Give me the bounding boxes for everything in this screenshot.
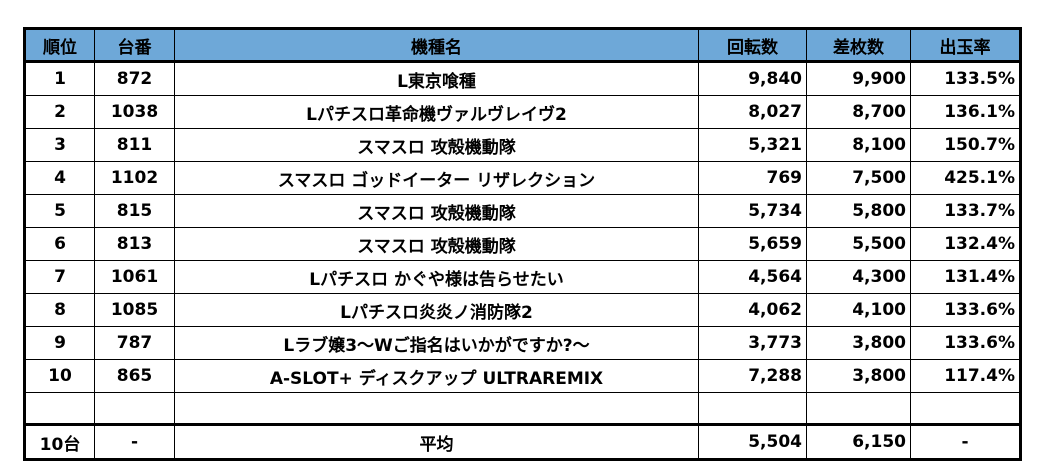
cell-spins: 9,840 [698, 61, 807, 96]
cell-rank: 10 [23, 359, 95, 393]
cell-model: Lパチスロ炎炎ノ消防隊2 [174, 293, 699, 327]
header-spins: 回転数 [698, 27, 807, 63]
cell-rank: 7 [23, 260, 95, 294]
cell-payout: 131.4% [910, 260, 1022, 294]
table-row: 5 815 スマスロ 攻殻機動隊 5,734 5,800 133.7% [23, 194, 1022, 228]
cell-model: A-SLOT+ ディスクアップ ULTRAREMIX [174, 359, 699, 393]
table-row: 2 1038 Lパチスロ革命機ヴァルヴレイヴ2 8,027 8,700 136.1% [23, 95, 1022, 129]
cell-diff: 8,100 [806, 128, 911, 162]
table-body: 1 872 L東京喰種 9,840 9,900 133.5% 2 1038 Lパチスロ革命機ヴァ… [23, 61, 1022, 461]
cell-payout: 133.6% [910, 293, 1022, 327]
blank-cell [94, 392, 175, 425]
header-model: 機種名 [174, 27, 699, 63]
cell-machine-no: 1102 [94, 161, 175, 195]
cell-diff: 4,100 [806, 293, 911, 327]
cell-spins: 4,062 [698, 293, 807, 327]
cell-diff: 3,800 [806, 326, 911, 360]
cell-model: L東京喰種 [174, 61, 699, 96]
cell-model: Lパチスロ かぐや様は告らせたい [174, 260, 699, 294]
header-diff: 差枚数 [806, 27, 911, 63]
summary-machine-no: - [94, 423, 175, 461]
cell-rank: 4 [23, 161, 95, 195]
blank-cell [910, 392, 1022, 425]
cell-rank: 6 [23, 227, 95, 261]
cell-machine-no: 872 [94, 61, 175, 96]
header-row: 順位 台番 機種名 回転数 差枚数 出玉率 [23, 27, 1022, 63]
cell-diff: 8,700 [806, 95, 911, 129]
table-header: 順位 台番 機種名 回転数 差枚数 出玉率 [23, 27, 1022, 63]
header-machine-no: 台番 [94, 27, 175, 63]
cell-model: スマスロ 攻殻機動隊 [174, 128, 699, 162]
cell-machine-no: 1061 [94, 260, 175, 294]
table-row: 3 811 スマスロ 攻殻機動隊 5,321 8,100 150.7% [23, 128, 1022, 162]
table-row: 6 813 スマスロ 攻殻機動隊 5,659 5,500 132.4% [23, 227, 1022, 261]
summary-label: 平均 [174, 423, 699, 461]
cell-model: Lラブ嬢3～Wご指名はいかがですか?～ [174, 326, 699, 360]
ranking-table: 順位 台番 機種名 回転数 差枚数 出玉率 1 872 L東京喰種 9,840 9,90… [23, 27, 1022, 461]
cell-rank: 5 [23, 194, 95, 228]
cell-diff: 9,900 [806, 61, 911, 96]
cell-spins: 5,734 [698, 194, 807, 228]
table-row: 8 1085 Lパチスロ炎炎ノ消防隊2 4,062 4,100 133.6% [23, 293, 1022, 327]
cell-payout: 425.1% [910, 161, 1022, 195]
blank-cell [23, 392, 95, 425]
cell-model: Lパチスロ革命機ヴァルヴレイヴ2 [174, 95, 699, 129]
cell-machine-no: 1085 [94, 293, 175, 327]
cell-payout: 133.5% [910, 61, 1022, 96]
cell-rank: 2 [23, 95, 95, 129]
cell-model: スマスロ 攻殻機動隊 [174, 194, 699, 228]
cell-diff: 7,500 [806, 161, 911, 195]
cell-spins: 8,027 [698, 95, 807, 129]
blank-cell [174, 392, 699, 425]
cell-payout: 150.7% [910, 128, 1022, 162]
cell-spins: 5,659 [698, 227, 807, 261]
blank-cell [806, 392, 911, 425]
cell-spins: 769 [698, 161, 807, 195]
header-payout: 出玉率 [910, 27, 1022, 63]
summary-diff: 6,150 [806, 423, 911, 461]
table-row: 10 865 A-SLOT+ ディスクアップ ULTRAREMIX 7,288 3,80… [23, 359, 1022, 393]
cell-machine-no: 815 [94, 194, 175, 228]
table-row: 9 787 Lラブ嬢3～Wご指名はいかがですか?～ 3,773 3,800 133.6% [23, 326, 1022, 360]
cell-payout: 136.1% [910, 95, 1022, 129]
cell-model: スマスロ 攻殻機動隊 [174, 227, 699, 261]
cell-spins: 7,288 [698, 359, 807, 393]
cell-machine-no: 787 [94, 326, 175, 360]
table-row: 7 1061 Lパチスロ かぐや様は告らせたい 4,564 4,300 131.4% [23, 260, 1022, 294]
cell-rank: 8 [23, 293, 95, 327]
cell-machine-no: 813 [94, 227, 175, 261]
cell-rank: 9 [23, 326, 95, 360]
table-row: 4 1102 スマスロ ゴッドイーター リザレクション 769 7,500 425.1% [23, 161, 1022, 195]
blank-row [23, 392, 1022, 425]
blank-cell [698, 392, 807, 425]
header-rank: 順位 [23, 27, 95, 63]
cell-rank: 1 [23, 61, 95, 96]
cell-machine-no: 1038 [94, 95, 175, 129]
summary-count: 10台 [23, 423, 95, 461]
cell-payout: 133.6% [910, 326, 1022, 360]
cell-model: スマスロ ゴッドイーター リザレクション [174, 161, 699, 195]
cell-payout: 132.4% [910, 227, 1022, 261]
summary-payout: - [910, 423, 1022, 461]
table-row: 1 872 L東京喰種 9,840 9,900 133.5% [23, 61, 1022, 96]
summary-row: 10台 - 平均 5,504 6,150 - [23, 423, 1022, 461]
cell-diff: 5,500 [806, 227, 911, 261]
cell-spins: 4,564 [698, 260, 807, 294]
cell-machine-no: 811 [94, 128, 175, 162]
cell-spins: 5,321 [698, 128, 807, 162]
cell-diff: 3,800 [806, 359, 911, 393]
cell-diff: 4,300 [806, 260, 911, 294]
cell-spins: 3,773 [698, 326, 807, 360]
cell-payout: 117.4% [910, 359, 1022, 393]
cell-diff: 5,800 [806, 194, 911, 228]
cell-machine-no: 865 [94, 359, 175, 393]
cell-rank: 3 [23, 128, 95, 162]
cell-payout: 133.7% [910, 194, 1022, 228]
summary-spins: 5,504 [698, 423, 807, 461]
